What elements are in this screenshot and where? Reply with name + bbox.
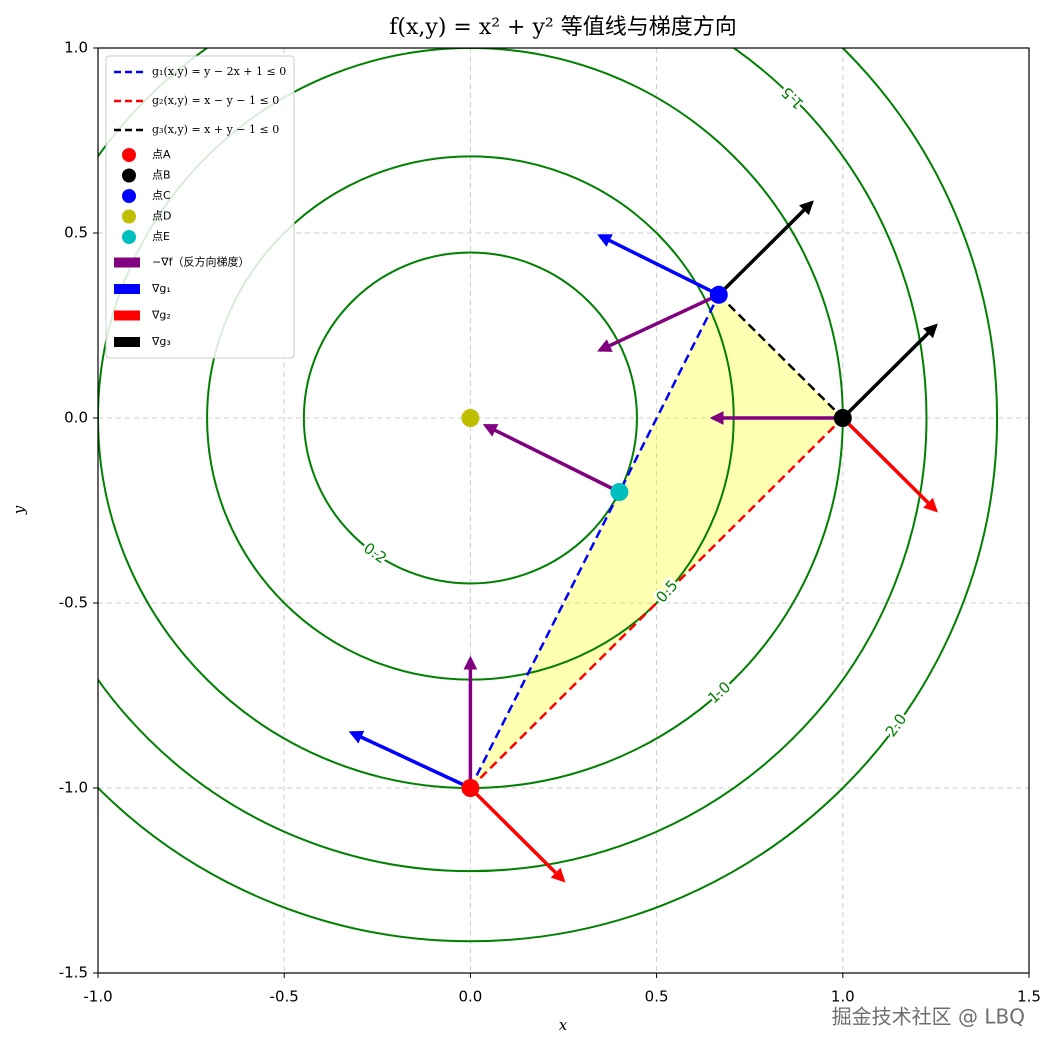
chart-title: f(x,y) = x² + y² 等值线与梯度方向 (389, 15, 736, 40)
x-tick-label: -1.0 (83, 988, 112, 1006)
legend-label: 点B (152, 169, 171, 182)
contour-label: 0.2 (360, 539, 390, 567)
arrow (841, 323, 938, 420)
legend: g₁(x,y) = y − 2x + 1 ≤ 0 g₂(x,y) = x − y … (105, 55, 295, 359)
arrow (482, 423, 621, 494)
arrow (597, 293, 720, 352)
point (461, 779, 480, 797)
x-tick-label: -0.5 (270, 988, 299, 1006)
contour-label: 2.0 (882, 710, 911, 740)
arrow (717, 200, 814, 297)
y-tick-label: -0.5 (59, 594, 88, 612)
plot-frame (97, 47, 1030, 974)
legend-handle (122, 189, 136, 203)
point (709, 285, 728, 304)
x-axis-label: x (559, 1016, 568, 1034)
watermark: 掘金技术社区 @ LBQ (832, 1005, 1025, 1029)
legend-handle (122, 148, 136, 162)
arrow (597, 234, 720, 297)
legend-label: ∇g₁ (151, 282, 171, 295)
legend-label: g₃(x,y) = x + y − 1 ≤ 0 (152, 123, 279, 136)
x-tick-label: 0.0 (458, 988, 482, 1006)
contour (98, 48, 928, 873)
legend-label: g₂(x,y) = x − y − 1 ≤ 0 (152, 94, 279, 107)
point (833, 409, 852, 427)
x-tick-label: 0.5 (645, 988, 669, 1006)
legend-box (105, 55, 295, 359)
legend-label: ∇g₂ (151, 309, 171, 322)
y-tick-label: -1.0 (59, 779, 88, 797)
contour (302, 251, 638, 585)
legend-label: 点E (152, 230, 170, 243)
constraint-line (469, 417, 844, 789)
x-tick-label: 1.0 (831, 988, 855, 1006)
arrow (469, 786, 566, 883)
legend-handle (114, 284, 140, 294)
point (610, 483, 629, 501)
legend-label: ∇g₃ (151, 335, 171, 348)
point (461, 409, 480, 427)
legend-label: 点D (152, 210, 171, 223)
arrow (841, 416, 938, 513)
legend-label: 点A (152, 148, 171, 161)
y-tick-label: 0.5 (64, 224, 88, 242)
legend-handle (114, 257, 140, 268)
legend-label: −∇f（反方向梯度） (152, 255, 249, 269)
plot-area: 0.20.51.01.52.0 (98, 48, 998, 943)
constraint-line (717, 293, 844, 419)
x-tick-label: 1.5 (1017, 988, 1041, 1006)
y-axis-label: y (10, 505, 28, 515)
constraint-line (469, 294, 720, 789)
y-tick-label: -1.5 (59, 964, 88, 982)
arrow (348, 730, 472, 790)
y-tick-label: 1.0 (64, 39, 88, 57)
legend-handle (122, 168, 136, 183)
legend-handle (122, 209, 136, 224)
legend-label: 点C (152, 189, 171, 202)
legend-label: g₁(x,y) = y − 2x + 1 ≤ 0 (152, 65, 286, 78)
legend-handle (114, 310, 140, 321)
contour (98, 48, 998, 943)
legend-handle (114, 337, 140, 347)
legend-handle (122, 230, 136, 244)
y-tick-label: 0.0 (64, 409, 88, 427)
